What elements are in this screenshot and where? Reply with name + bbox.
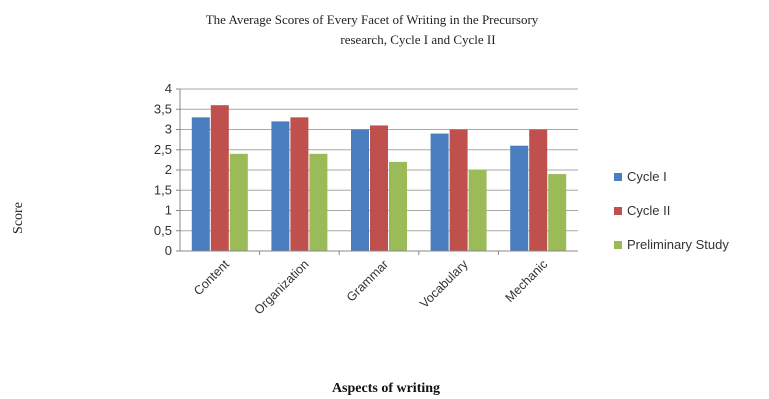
bar <box>191 117 210 251</box>
legend-label: Cycle I <box>627 169 667 184</box>
legend-label: Cycle II <box>627 203 670 218</box>
x-category-label: Vocabulary <box>417 257 471 311</box>
bar <box>229 153 248 251</box>
y-tick-labels: 0 0,5 1 1,5 2 2,5 3 3,5 4 <box>154 81 172 258</box>
x-category-labels: Content Organization Grammar Vocabulary Mech… <box>191 257 550 318</box>
y-tick-label: 4 <box>165 81 172 96</box>
x-axis-label: Aspects of writing <box>332 381 440 396</box>
legend-swatch <box>614 241 622 249</box>
bar <box>510 145 529 251</box>
legend-swatch <box>614 207 622 215</box>
bar <box>370 125 388 251</box>
legend: Cycle I Cycle II Preliminary Study <box>614 169 729 252</box>
bar <box>351 129 369 251</box>
bar <box>389 161 407 251</box>
x-category-label: Organization <box>252 257 312 317</box>
bar <box>548 174 567 251</box>
bar <box>309 153 328 251</box>
y-tick-label: 3 <box>165 122 172 137</box>
y-tick-label: 0,5 <box>154 223 172 238</box>
bar <box>271 121 290 252</box>
legend-label: Preliminary Study <box>627 237 729 252</box>
legend-swatch <box>614 173 622 181</box>
x-category-label: Content <box>191 257 232 298</box>
y-tick-label: 3,5 <box>154 101 172 116</box>
bar <box>449 129 468 251</box>
y-tick-label: 2 <box>165 162 172 177</box>
bar <box>430 133 449 251</box>
chart-title-line1: The Average Scores of Every Facet of Wri… <box>206 12 539 27</box>
y-axis-label: Score <box>11 202 26 234</box>
y-tick-label: 0 <box>165 243 172 258</box>
bar <box>529 129 548 251</box>
chart-title-line2: research, Cycle I and Cycle II <box>340 32 495 47</box>
x-category-label: Mechanic <box>503 257 551 305</box>
bar <box>468 170 487 251</box>
y-tick-label: 1 <box>165 203 172 218</box>
x-category-label: Grammar <box>344 257 391 304</box>
y-tick-label: 1,5 <box>154 182 172 197</box>
bar <box>210 105 229 251</box>
bars <box>191 105 567 252</box>
axes <box>179 89 578 255</box>
bar <box>290 117 309 251</box>
y-tick-label: 2,5 <box>154 142 172 157</box>
